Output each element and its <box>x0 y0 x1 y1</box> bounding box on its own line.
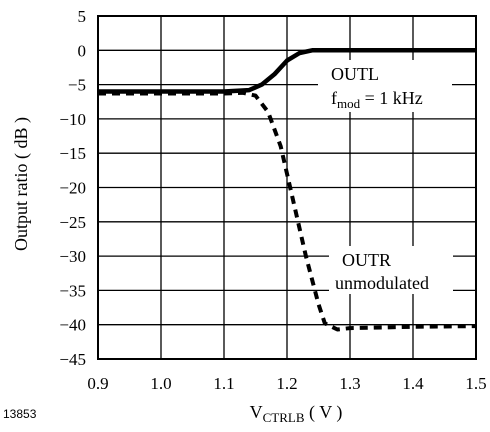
figure-id: 13853 <box>3 407 37 421</box>
x-tick-label: 0.9 <box>87 374 108 393</box>
annotation-outr-unmodulated: unmodulated <box>335 273 429 293</box>
plot-frame <box>97 15 477 360</box>
y-tick-label: −35 <box>59 281 86 300</box>
x-tick-label: 1.0 <box>150 374 171 393</box>
y-tick-label: −20 <box>59 179 86 198</box>
annotation-outl: OUTL <box>331 64 379 84</box>
x-tick-label: 1.2 <box>276 374 297 393</box>
x-axis-title-sub: CTRLB <box>263 410 305 425</box>
annotation-bg-outl <box>318 60 452 112</box>
x-axis-title-rest: ( V ) <box>305 402 343 423</box>
annotation-outr: OUTR <box>342 250 391 270</box>
annotation-fmod-main: f <box>331 88 337 108</box>
x-tick-label: 1.1 <box>213 374 234 393</box>
x-tick-label: 1.4 <box>402 374 424 393</box>
y-tick-label: 5 <box>78 7 87 26</box>
x-axis-title: VCTRLB ( V ) <box>250 402 343 425</box>
annotation-fmod-sub: mod <box>337 96 361 111</box>
x-axis-title-main: V <box>250 402 263 422</box>
y-tick-label: −30 <box>59 247 86 266</box>
x-tick-labels: 0.9 1.0 1.1 1.2 1.3 1.4 1.5 <box>87 374 486 393</box>
series-lines <box>98 48 477 332</box>
annotation-bg-outr <box>329 246 453 294</box>
x-tick-label: 1.3 <box>339 374 360 393</box>
series-line-dashed <box>98 90 477 332</box>
y-tick-label: −40 <box>59 316 86 335</box>
y-tick-label: −10 <box>59 110 86 129</box>
y-axis-title: Output ratio ( dB ) <box>11 117 32 251</box>
x-tick-label: 1.5 <box>465 374 486 393</box>
annotation-fmod: fmod = 1 kHz <box>331 88 423 111</box>
y-tick-label: −5 <box>68 76 86 95</box>
y-tick-label: −45 <box>59 350 86 369</box>
y-tick-label: −25 <box>59 213 86 232</box>
y-tick-labels: 5 0 −5 −10 −15 −20 −25 −30 −35 −40 −45 <box>59 7 86 369</box>
y-tick-label: −15 <box>59 144 86 163</box>
y-tick-label: 0 <box>78 41 87 60</box>
annotation-fmod-rest: = 1 kHz <box>360 88 423 108</box>
